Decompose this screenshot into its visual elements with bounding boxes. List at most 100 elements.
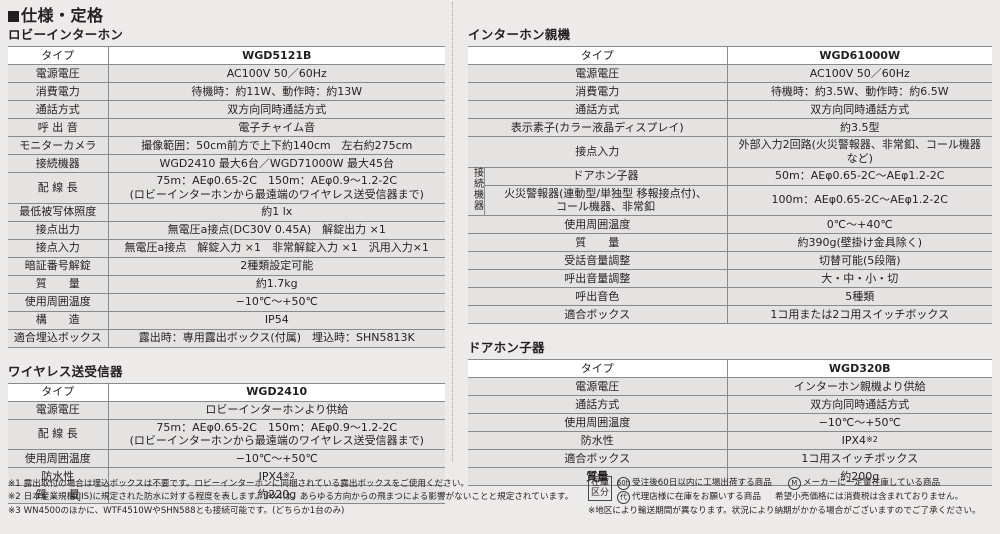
row-label: 電源電圧 bbox=[468, 377, 728, 396]
footnote-text: 露出取付の場合は埋込ボックスは不要です。ロビーインターホンに同梱されている露出ボ… bbox=[23, 479, 469, 489]
table-row: タイプ WGD61000W bbox=[468, 46, 992, 65]
spec-table-doorphone-slave: タイプ WGD320B 電源電圧 インターホン親機より供給 通話方式 双方向同時… bbox=[468, 359, 992, 486]
price-note: 希望小売価格には消費税は含まれておりません。 bbox=[774, 491, 964, 502]
row-value: AC100V 50／60Hz bbox=[108, 64, 445, 83]
row-label: 接続機器 bbox=[8, 154, 109, 173]
square-bullet-icon bbox=[8, 11, 19, 22]
row-label: 使用周囲温度 bbox=[8, 449, 109, 468]
spec-table-wireless-transceiver: タイプ WGD2410 電源電圧 ロビーインターホンより供給 配 線 長 75m… bbox=[8, 382, 445, 504]
row-label: 接点入力 bbox=[468, 136, 728, 168]
delivery-note: ※地区により輸送期間が異なります。状況により納期がかかる場合がございますのでご了… bbox=[588, 506, 981, 516]
row-label: 電源電圧 bbox=[8, 400, 109, 420]
row-value: 1コ用または2コ用スイッチボックス bbox=[727, 305, 992, 324]
row-label: 電源電圧 bbox=[8, 64, 109, 83]
table-row: 質 量 約220g bbox=[8, 485, 445, 504]
row-value: 待機時：約11W、動作時：約13W bbox=[108, 82, 445, 101]
table-row: 呼出音量調整 大・中・小・切 bbox=[468, 269, 992, 288]
table-title-wireless-transceiver: ワイヤレス送受信器 bbox=[8, 363, 123, 379]
spec-table-lobby-interphone: タイプ WGD5121B 電源電圧 AC100V 50／60Hz 消費電力 待機… bbox=[8, 46, 445, 348]
row-label: タイプ bbox=[8, 46, 109, 65]
row-value: WGD61000W bbox=[727, 46, 992, 65]
row-label: 質 量 bbox=[468, 233, 728, 252]
table-row: 使用周囲温度 −10℃〜+50℃ bbox=[8, 449, 445, 468]
legend-text: 受注後60日以内に工場出荷する商品 bbox=[632, 477, 772, 488]
row-value: 撮像範囲：50cm前方で上下約140cm 左右約275cm bbox=[108, 136, 445, 155]
stock-legend-box-line2: 区分 bbox=[591, 488, 610, 499]
row-value: 約390g(壁掛け金具除く) bbox=[727, 233, 992, 252]
footnote-item: ※2 日本産業規格(JIS)に規定された防水に対する程度を表します。IPX4は、あ… bbox=[8, 491, 573, 504]
row-value: 双方向同時通話方式 bbox=[727, 395, 992, 414]
row-value: 50m：AEφ0.65-2C〜AEφ1.2-2C bbox=[727, 166, 992, 186]
table-row: 通話方式 双方向同時通話方式 bbox=[468, 100, 992, 119]
stock-agent-icon: 代 bbox=[617, 490, 631, 504]
footnote-mark: ※1 bbox=[8, 479, 21, 489]
table-row: 呼 出 音 電子チャイム音 bbox=[8, 118, 445, 137]
table-title-interphone-master: インターホン親機 bbox=[468, 27, 571, 42]
row-value: WGD5121B bbox=[108, 46, 445, 65]
row-label: 電源電圧 bbox=[468, 64, 728, 83]
table-row: 電源電圧 AC100V 50／60Hz bbox=[8, 64, 445, 83]
table-row: 接続機器 WGD2410 最大6台／WGD71000W 最大45台 bbox=[8, 154, 445, 173]
row-value: 双方向同時通話方式 bbox=[727, 100, 992, 119]
row-value: 露出時：専用露出ボックス(付属) 埋込時：SHN5813K bbox=[108, 328, 445, 348]
row-value-text: IPX4 bbox=[258, 469, 284, 483]
row-value: 双方向同時通話方式 bbox=[108, 100, 445, 119]
table-row: 電源電圧 インターホン親機より供給 bbox=[468, 377, 992, 396]
footnote-item: ※3 WN4500のほかに、WTF4510WやSHN588とも接続可能です。(どち… bbox=[8, 505, 478, 518]
table-row: 適合埋込ボックス 露出時：専用露出ボックス(付属) 埋込時：SHN5813K bbox=[8, 328, 445, 348]
row-value: −10℃〜+50℃ bbox=[108, 449, 445, 468]
legend-text: メーカーに一定量在庫している商品 bbox=[802, 477, 941, 488]
row-value: WGD2410 bbox=[108, 382, 445, 402]
row-label: 接点出力 bbox=[8, 220, 109, 240]
footnote-mark: ※3 bbox=[8, 505, 21, 516]
row-value: 待機時：約3.5W、動作時：約6.5W bbox=[727, 82, 992, 101]
row-label: 使用周囲温度 bbox=[468, 215, 728, 234]
row-value-line1: 75m：AEφ0.65-2C 150m：AEφ0.9〜1.2-2C bbox=[156, 174, 398, 187]
stock-maker-icon: M bbox=[787, 476, 801, 490]
row-value: 電子チャイム音 bbox=[108, 118, 445, 137]
row-value: −10℃〜+50℃ bbox=[108, 292, 445, 312]
row-value: IP54 bbox=[108, 310, 445, 330]
row-label: 受話音量調整 bbox=[468, 251, 728, 270]
table-row: 配 線 長 75m：AEφ0.65-2C 150m：AEφ0.9〜1.2-2C … bbox=[8, 172, 445, 204]
table-row: 使用周囲温度 −10℃〜+50℃ bbox=[468, 413, 992, 432]
row-label: 消費電力 bbox=[8, 82, 109, 101]
legend-row: 代 代理店様に在庫をお願いする商品 希望小売価格には消費税は含まれておりません。 bbox=[617, 490, 998, 504]
row-value: 75m：AEφ0.65-2C 150m：AEφ0.9〜1.2-2C (ロビーイン… bbox=[108, 172, 445, 204]
page-title-text: 仕様・定格 bbox=[21, 6, 104, 25]
footnotes: ※1 露出取付の場合は埋込ボックスは不要です。ロビーインターホンに同梱されている露… bbox=[8, 478, 573, 518]
row-label: ドアホン子器 bbox=[484, 166, 728, 186]
row-label: 呼出音量調整 bbox=[468, 269, 728, 288]
row-label: 配 線 長 bbox=[8, 418, 109, 450]
row-value-line2: (ロビーインターホンから最遠端のワイヤレス送受信器まで) bbox=[129, 187, 424, 201]
table-row: 電源電圧 ロビーインターホンより供給 bbox=[8, 400, 445, 420]
row-value: −10℃〜+50℃ bbox=[727, 413, 992, 432]
row-label: 通話方式 bbox=[8, 100, 109, 119]
row-value: 1コ用スイッチボックス bbox=[727, 449, 992, 468]
table-row: 最低被写体照度 約1 lx bbox=[8, 202, 445, 222]
table-title-lobby-interphone: ロビーインターホン bbox=[8, 27, 124, 42]
table-title-doorphone-slave: ドアホン子器 bbox=[468, 340, 545, 355]
row-value-line2: (ロビーインターホンから最遠端のワイヤレス送受信器まで) bbox=[129, 434, 424, 448]
stock-legend-box: 在庫 区分 bbox=[588, 476, 613, 501]
table-row: 構 造 IP54 bbox=[8, 310, 445, 330]
row-value: WGD320B bbox=[727, 359, 992, 378]
footnote-mark: ※2 bbox=[8, 492, 21, 503]
stock-legend-rows: 60h 受注後60日以内に工場出荷する商品 M メーカーに一定量在庫している商品… bbox=[617, 476, 998, 504]
row-label: 通話方式 bbox=[468, 100, 728, 119]
row-label: 消費電力 bbox=[468, 82, 728, 101]
group-label-connected-devices: 接続機器 bbox=[468, 166, 485, 216]
row-value: インターホン親機より供給 bbox=[727, 377, 992, 396]
row-value: 5種類 bbox=[727, 287, 992, 306]
row-value: 無電圧a接点(DC30V 0.45A) 解錠出力 ×1 bbox=[108, 220, 445, 240]
stock-legend: 在庫 区分 60h 受注後60日以内に工場出荷する商品 M メーカーに一定量在庫… bbox=[588, 476, 998, 518]
row-label: 質 量 bbox=[8, 274, 109, 294]
row-label: 接点入力 bbox=[8, 238, 109, 258]
row-value: 約220g bbox=[108, 485, 445, 504]
table-row: 呼出音色 5種類 bbox=[468, 287, 992, 306]
row-value-line1: 75m：AEφ0.65-2C 150m：AEφ0.9〜1.2-2C bbox=[156, 420, 398, 434]
legend-row: 60h 受注後60日以内に工場出荷する商品 M メーカーに一定量在庫している商品 bbox=[617, 476, 998, 490]
table-row: 火災警報器(連動型/単独型 移報接点付)、 コール機器、非常釦 100m：AEφ… bbox=[468, 184, 992, 216]
footnote-text: WN4500のほかに、WTF4510WやSHN588とも接続可能です。(どちらか… bbox=[23, 505, 345, 516]
table-row: 暗証番号解錠 2種類設定可能 bbox=[8, 256, 445, 276]
